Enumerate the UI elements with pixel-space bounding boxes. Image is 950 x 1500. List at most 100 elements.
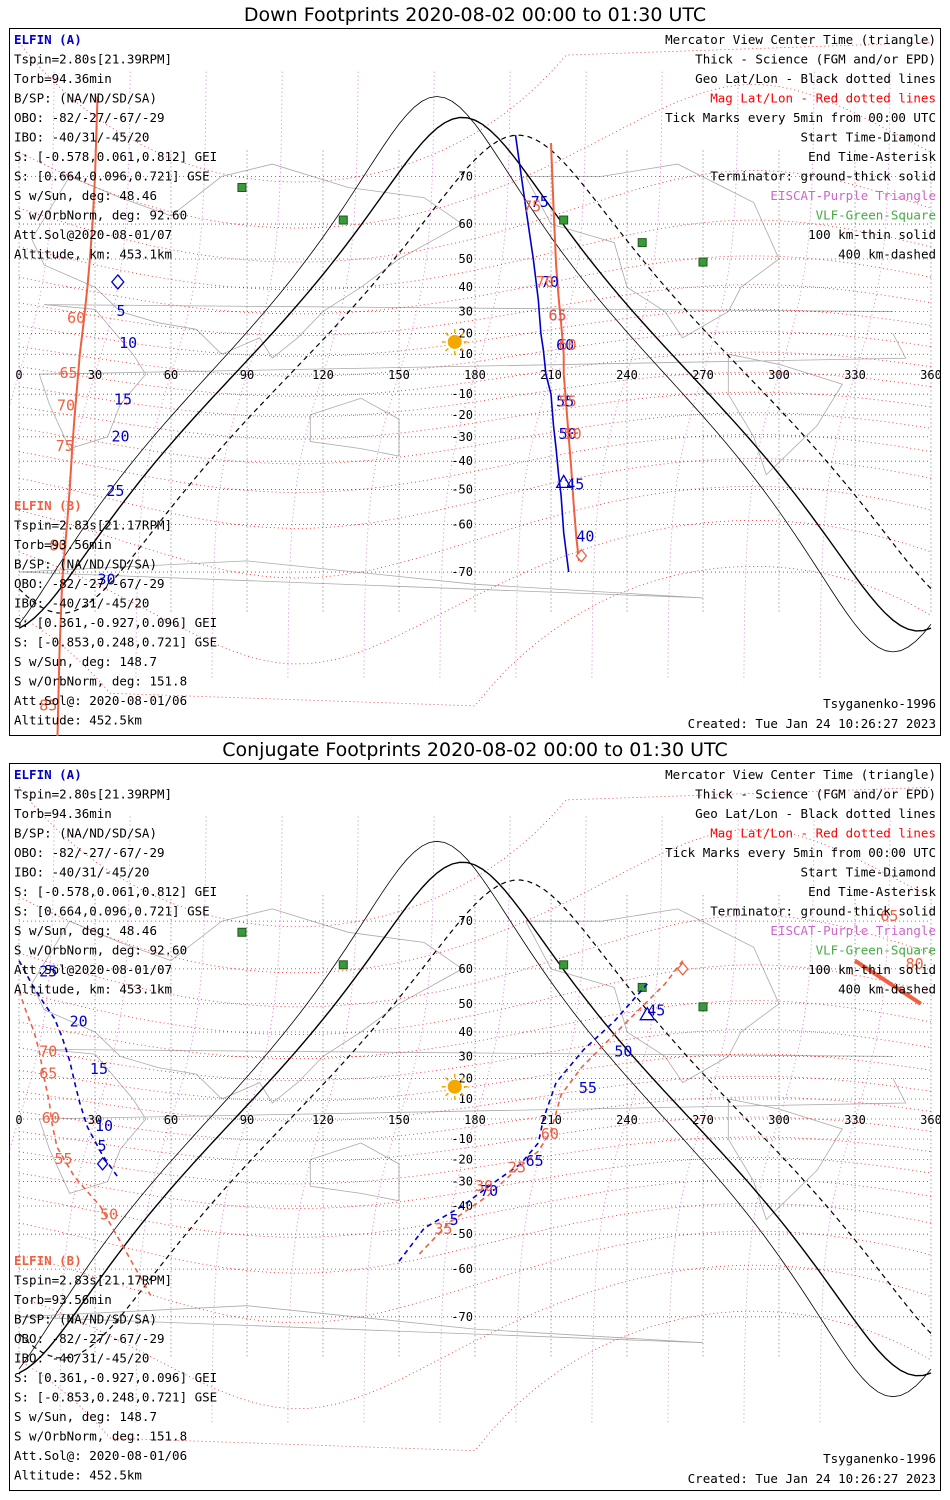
mag-lon-line xyxy=(135,70,207,678)
lon-tick-label: 0 xyxy=(15,1113,22,1127)
info-line: OBO: -82/-27/-67/-29 xyxy=(14,1331,165,1346)
sun-ray xyxy=(445,1092,449,1097)
elfin-b-track-west xyxy=(18,990,152,1296)
lon-tick-label: 330 xyxy=(844,368,866,382)
lat-tick-label: 40 xyxy=(459,1025,473,1039)
info-name: ELFIN (A) xyxy=(14,32,82,47)
legend-line: Tick Marks every 5min from 00:00 UTC xyxy=(665,110,936,125)
landmass-outline-3 xyxy=(727,353,843,476)
lat-tick-label: -70 xyxy=(451,1310,473,1324)
legend-line: 100 km-thin solid xyxy=(808,227,936,242)
elfin-a-tick-label: 50 xyxy=(614,1042,632,1060)
sun-ray xyxy=(445,1077,449,1081)
info-line: IBO: -40/31/-45/20 xyxy=(14,596,149,611)
elfin-a-tick-label: 75 xyxy=(531,193,549,211)
legend-line: VLF-Green-Square xyxy=(816,208,936,223)
info-line: S: [-0.853,0.248,0.721] GSE xyxy=(14,635,217,650)
view-center-triangle xyxy=(555,474,572,489)
elfin-b-tick-label: 80 xyxy=(906,955,924,973)
vlf-square xyxy=(637,238,647,248)
info-line: IBO: -40/31/-45/20 xyxy=(14,865,149,880)
mag-lon-line xyxy=(59,815,131,1423)
sun-ray xyxy=(460,347,465,352)
mag-lon-line xyxy=(667,815,739,1423)
lat-tick-label: -10 xyxy=(451,387,473,401)
vlf-square xyxy=(338,215,348,225)
info-line: Altitude, km: 453.1km xyxy=(14,247,172,262)
legend-line: Start Time-Diamond xyxy=(801,130,936,145)
lon-tick-label: 360 xyxy=(920,368,941,382)
lon-tick-label: 330 xyxy=(844,1113,866,1127)
landmass-outline-2 xyxy=(525,163,780,339)
mag-lon-line xyxy=(439,815,511,1423)
mag-lon-line xyxy=(819,815,891,1423)
elfin-b-tick-label: 60 xyxy=(541,1125,559,1143)
info-line: Altitude, km: 453.1km xyxy=(14,982,172,997)
terminator-100km xyxy=(18,840,932,1398)
lon-tick-label: 240 xyxy=(616,368,638,382)
legend-line: Start Time-Diamond xyxy=(801,865,936,880)
down-footprints-map: 0 30 60 90 120 150 180 210 240 270 300 330 360 70 60 50… xyxy=(9,28,941,736)
sun-ray xyxy=(445,332,449,337)
elfin-a-tick-label: 50 xyxy=(559,425,577,443)
mag-lat-line xyxy=(18,565,932,707)
landmass-outline-0 xyxy=(31,163,464,359)
info-line: S w/OrbNorm, deg: 92.60 xyxy=(14,208,187,223)
elfin-a-track-west xyxy=(18,960,119,1178)
mag-lon-line xyxy=(591,815,663,1423)
vlf-square xyxy=(637,982,647,992)
info-line: S w/Sun, deg: 148.7 xyxy=(14,654,157,669)
elfin-a-tick-label: 65 xyxy=(526,1152,544,1170)
elfin-a-tick-label: 10 xyxy=(95,1117,113,1135)
sun-ray xyxy=(460,332,465,337)
start-diamond-a xyxy=(96,1156,109,1171)
elfin-a-tick-label: 5 xyxy=(117,302,126,320)
lat-tick-label: 10 xyxy=(459,1092,473,1106)
legend-line: EISCAT-Purple Triangle xyxy=(770,923,936,938)
mag-lat-line xyxy=(18,1096,932,1142)
mag-lat-line xyxy=(18,331,932,377)
info-line: IBO: -40/31/-45/20 xyxy=(14,130,149,145)
lon-tick-label: 90 xyxy=(240,1113,254,1127)
info-line: Att.Sol@2020-08-01/07 xyxy=(14,227,172,242)
info-line: S w/Sun, deg: 48.46 xyxy=(14,188,157,203)
vlf-square xyxy=(237,182,247,192)
lon-tick-label: 270 xyxy=(692,1113,714,1127)
elfin-b-tick-label: 75 xyxy=(523,198,541,216)
mag-lat-line xyxy=(18,1116,932,1163)
mag-lon-line xyxy=(287,70,359,678)
info-name: ELFIN (B) xyxy=(14,498,82,513)
vlf-square xyxy=(559,960,569,970)
lat-tick-label: 50 xyxy=(459,997,473,1011)
elfin-b-tick-label: 65 xyxy=(548,307,566,325)
lon-tick-label: 60 xyxy=(164,1113,178,1127)
mag-lon-line xyxy=(819,70,891,678)
lat-tick-label: -60 xyxy=(451,517,473,531)
elfin-b-tick-label: 70 xyxy=(39,1042,57,1060)
mag-lat-line xyxy=(18,170,932,263)
mag-lon-line xyxy=(363,815,435,1423)
elfin-a-tick-label: 5 xyxy=(98,1137,107,1155)
legend-line: EISCAT-Purple Triangle xyxy=(770,188,936,203)
lon-tick-label: 30 xyxy=(88,368,102,382)
legend-line: Terminator: ground-thick solid xyxy=(710,169,936,184)
lat-tick-label: -20 xyxy=(451,1153,473,1167)
terminator-ground xyxy=(18,861,932,1377)
footer-created: Created: Tue Jan 24 10:26:27 2023 xyxy=(688,716,936,731)
lat-tick-label: 20 xyxy=(459,327,473,341)
start-diamond-b xyxy=(676,961,689,976)
panel-frame xyxy=(9,763,941,1491)
info-line: Att.Sol@: 2020-08-01/06 xyxy=(14,693,187,708)
mag-lat-line xyxy=(18,1075,932,1122)
elfin-a-tick-label: 45 xyxy=(647,1002,665,1020)
mag-lon-line xyxy=(287,815,359,1423)
elfin-b-tick-label: 60 xyxy=(67,309,85,327)
vlf-square xyxy=(237,927,247,937)
elfin-a-tick-label: 60 xyxy=(556,336,574,354)
info-line: S: [0.361,-0.927,0.096] GEI xyxy=(14,615,217,630)
legend-line: Geo Lat/Lon - Black dotted lines xyxy=(695,806,936,821)
lat-tick-label: -50 xyxy=(451,482,473,496)
info-name: ELFIN (B) xyxy=(14,1253,82,1268)
panel-frame xyxy=(9,28,941,736)
mag-lat-line xyxy=(18,1053,932,1102)
